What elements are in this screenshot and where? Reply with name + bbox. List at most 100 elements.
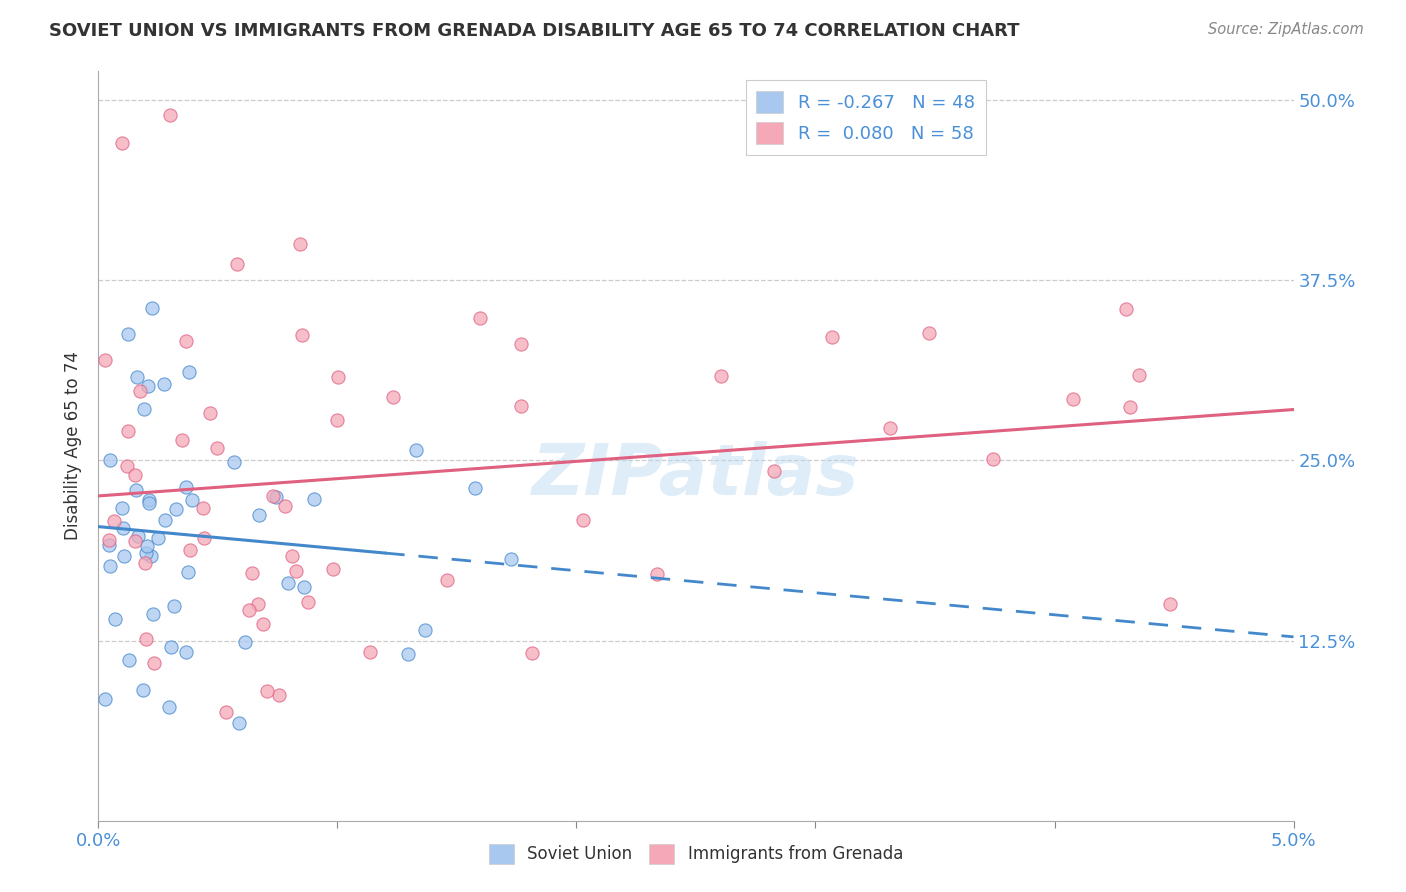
Point	[205, 441, 228, 455]
Point	[288, 236, 311, 251]
Point	[413, 623, 436, 637]
Point	[174, 334, 197, 349]
Point	[436, 573, 458, 587]
Point	[302, 492, 325, 507]
Point	[181, 493, 204, 508]
Point	[112, 549, 135, 564]
Point	[520, 647, 543, 661]
Point	[499, 552, 522, 566]
Point	[138, 496, 160, 510]
Point	[111, 521, 134, 535]
Point	[135, 632, 157, 647]
Point	[135, 545, 157, 559]
Point	[115, 458, 138, 473]
Point	[160, 640, 183, 654]
Point	[267, 689, 290, 703]
Point	[396, 647, 419, 661]
Point	[142, 607, 165, 621]
Point	[143, 657, 166, 671]
Point	[710, 369, 733, 384]
Point	[124, 467, 146, 482]
Point	[233, 634, 256, 648]
Point	[228, 716, 250, 731]
Point	[98, 538, 121, 552]
Point	[163, 599, 186, 613]
Point	[104, 612, 127, 626]
Point	[918, 326, 941, 340]
Point	[200, 406, 222, 420]
Point	[177, 566, 200, 580]
Point	[281, 549, 304, 564]
Point	[129, 384, 152, 398]
Point	[264, 490, 287, 504]
Point	[125, 369, 148, 384]
Point	[118, 653, 141, 667]
Y-axis label: Disability Age 65 to 74: Disability Age 65 to 74	[65, 351, 83, 541]
Point	[215, 705, 238, 719]
Point	[470, 310, 492, 325]
Point	[981, 452, 1004, 467]
Point	[326, 370, 349, 384]
Point	[297, 594, 319, 608]
Point	[139, 549, 162, 563]
Point	[138, 492, 160, 507]
Point	[645, 567, 668, 582]
Point	[510, 399, 533, 413]
Point	[464, 481, 486, 495]
Point	[274, 499, 297, 513]
Point	[359, 644, 381, 658]
Point	[763, 465, 786, 479]
Point	[1062, 392, 1084, 406]
Point	[174, 645, 197, 659]
Point	[136, 379, 159, 393]
Point	[510, 337, 533, 351]
Point	[170, 434, 193, 448]
Point	[277, 575, 299, 590]
Point	[285, 564, 308, 578]
Point	[132, 683, 155, 698]
Point	[191, 500, 214, 515]
Point	[134, 556, 156, 570]
Point	[1119, 400, 1142, 414]
Point	[179, 365, 201, 379]
Point	[125, 483, 148, 498]
Point	[405, 442, 427, 457]
Point	[321, 562, 343, 576]
Legend: Soviet Union, Immigrants from Grenada: Soviet Union, Immigrants from Grenada	[481, 835, 911, 872]
Point	[252, 617, 274, 632]
Point	[135, 539, 157, 553]
Point	[98, 453, 121, 467]
Point	[291, 328, 314, 343]
Point	[247, 508, 270, 523]
Point	[1128, 368, 1150, 382]
Point	[117, 424, 139, 438]
Point	[111, 501, 134, 516]
Point	[127, 529, 149, 543]
Point	[157, 699, 180, 714]
Point	[124, 534, 146, 549]
Point	[98, 533, 121, 548]
Point	[103, 514, 125, 528]
Point	[820, 330, 842, 344]
Point	[262, 489, 284, 503]
Point	[246, 597, 269, 611]
Text: Source: ZipAtlas.com: Source: ZipAtlas.com	[1208, 22, 1364, 37]
Point	[159, 107, 181, 121]
Point	[98, 559, 121, 574]
Point	[93, 352, 115, 367]
Point	[326, 412, 349, 426]
Point	[134, 401, 156, 416]
Point	[240, 566, 263, 581]
Point	[165, 501, 187, 516]
Point	[222, 455, 245, 469]
Point	[571, 513, 593, 527]
Point	[141, 301, 163, 316]
Point	[292, 580, 315, 594]
Point	[153, 513, 176, 527]
Point	[153, 377, 176, 392]
Point	[117, 327, 139, 342]
Point	[879, 421, 901, 435]
Point	[94, 692, 117, 706]
Point	[146, 531, 169, 545]
Point	[226, 257, 249, 271]
